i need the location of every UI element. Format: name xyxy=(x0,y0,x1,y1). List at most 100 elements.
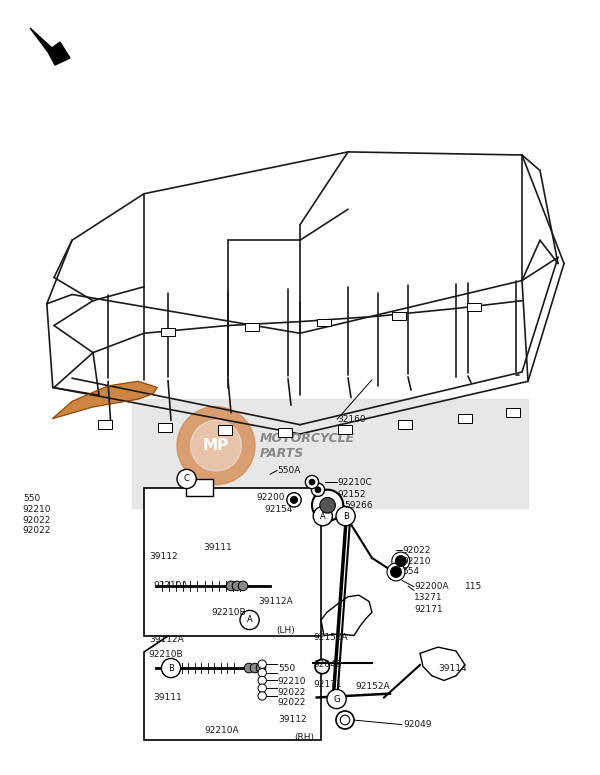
Circle shape xyxy=(392,552,410,570)
Bar xyxy=(218,425,232,435)
Text: 92152A: 92152A xyxy=(313,632,348,642)
Text: 92210: 92210 xyxy=(23,505,52,514)
Text: 39112: 39112 xyxy=(278,715,307,724)
Text: (RH): (RH) xyxy=(294,732,314,742)
Circle shape xyxy=(177,407,255,484)
Circle shape xyxy=(313,507,332,525)
Text: 92049: 92049 xyxy=(403,720,432,729)
Text: 39112: 39112 xyxy=(149,552,178,561)
Text: 39111: 39111 xyxy=(153,693,182,702)
Polygon shape xyxy=(186,479,213,496)
Text: 92154: 92154 xyxy=(264,505,293,515)
Circle shape xyxy=(191,420,241,471)
Circle shape xyxy=(312,490,343,521)
Circle shape xyxy=(250,663,260,673)
Text: 92210: 92210 xyxy=(402,556,431,566)
Circle shape xyxy=(315,660,329,673)
Text: B: B xyxy=(343,512,349,521)
Text: 92022: 92022 xyxy=(402,546,430,555)
Circle shape xyxy=(311,483,325,497)
Text: 39112A: 39112A xyxy=(258,597,293,606)
Circle shape xyxy=(258,692,266,700)
Circle shape xyxy=(258,677,266,684)
Circle shape xyxy=(315,487,321,493)
Circle shape xyxy=(226,581,236,591)
Circle shape xyxy=(258,660,266,668)
Circle shape xyxy=(238,581,248,591)
Circle shape xyxy=(336,507,355,525)
Text: 59266: 59266 xyxy=(344,501,373,510)
Circle shape xyxy=(340,715,350,725)
Bar xyxy=(132,399,528,508)
Text: 92210C: 92210C xyxy=(337,477,372,487)
Text: B: B xyxy=(168,663,174,673)
Text: 550A: 550A xyxy=(277,466,301,475)
Bar xyxy=(338,425,352,434)
Text: 92022: 92022 xyxy=(278,698,306,707)
Circle shape xyxy=(287,493,301,507)
Circle shape xyxy=(395,556,406,567)
Circle shape xyxy=(391,567,401,577)
Bar xyxy=(245,323,259,331)
Text: 92210: 92210 xyxy=(278,677,307,686)
Circle shape xyxy=(232,581,242,591)
Text: 92210B: 92210B xyxy=(149,650,184,660)
Text: 39114: 39114 xyxy=(438,663,467,673)
Circle shape xyxy=(240,611,259,629)
Text: G: G xyxy=(334,694,340,704)
Circle shape xyxy=(336,711,354,729)
Text: 92022: 92022 xyxy=(23,525,51,535)
Polygon shape xyxy=(53,381,157,419)
Text: C: C xyxy=(184,474,190,484)
Text: 92171: 92171 xyxy=(313,680,342,689)
Text: 92200: 92200 xyxy=(257,493,286,502)
Text: 92049: 92049 xyxy=(313,660,342,670)
Bar xyxy=(467,303,481,311)
Bar xyxy=(317,319,331,326)
Bar xyxy=(392,312,406,320)
Text: 115: 115 xyxy=(465,582,482,591)
Bar xyxy=(158,423,172,432)
Text: 92152: 92152 xyxy=(337,490,366,499)
Bar xyxy=(161,328,175,336)
Text: 550: 550 xyxy=(23,494,40,503)
Text: (LH): (LH) xyxy=(276,625,295,635)
Text: 550: 550 xyxy=(278,664,295,673)
Bar xyxy=(506,408,520,417)
Text: MOTORCYCLE
PARTS: MOTORCYCLE PARTS xyxy=(260,432,355,460)
Circle shape xyxy=(290,496,298,504)
Circle shape xyxy=(258,669,266,677)
Text: 92022: 92022 xyxy=(23,515,51,525)
Circle shape xyxy=(320,498,335,513)
Polygon shape xyxy=(144,632,321,740)
Circle shape xyxy=(258,684,266,692)
Bar xyxy=(98,420,112,429)
Text: 92152A: 92152A xyxy=(355,682,390,691)
Text: 92210A: 92210A xyxy=(153,581,188,591)
Circle shape xyxy=(387,563,405,581)
Text: 32160: 32160 xyxy=(337,415,366,424)
Text: 92210A: 92210A xyxy=(204,725,239,735)
Text: A: A xyxy=(320,512,326,521)
Circle shape xyxy=(256,663,266,673)
Circle shape xyxy=(244,663,254,673)
Text: 554: 554 xyxy=(402,567,419,577)
Text: 92210B: 92210B xyxy=(211,608,246,617)
Polygon shape xyxy=(30,28,70,65)
Text: 92022: 92022 xyxy=(278,687,306,697)
Bar xyxy=(458,414,472,423)
Polygon shape xyxy=(144,488,321,636)
Circle shape xyxy=(305,475,319,489)
Circle shape xyxy=(177,470,196,488)
Circle shape xyxy=(161,659,181,677)
Text: 92171: 92171 xyxy=(414,604,443,614)
Circle shape xyxy=(309,479,315,485)
Text: 92200A: 92200A xyxy=(414,582,449,591)
Bar xyxy=(398,420,412,429)
Text: 13271: 13271 xyxy=(414,593,443,602)
Text: A: A xyxy=(247,615,253,625)
Text: MP: MP xyxy=(203,438,229,453)
Text: 39112A: 39112A xyxy=(149,635,184,644)
Circle shape xyxy=(327,690,346,708)
Bar xyxy=(278,428,292,437)
